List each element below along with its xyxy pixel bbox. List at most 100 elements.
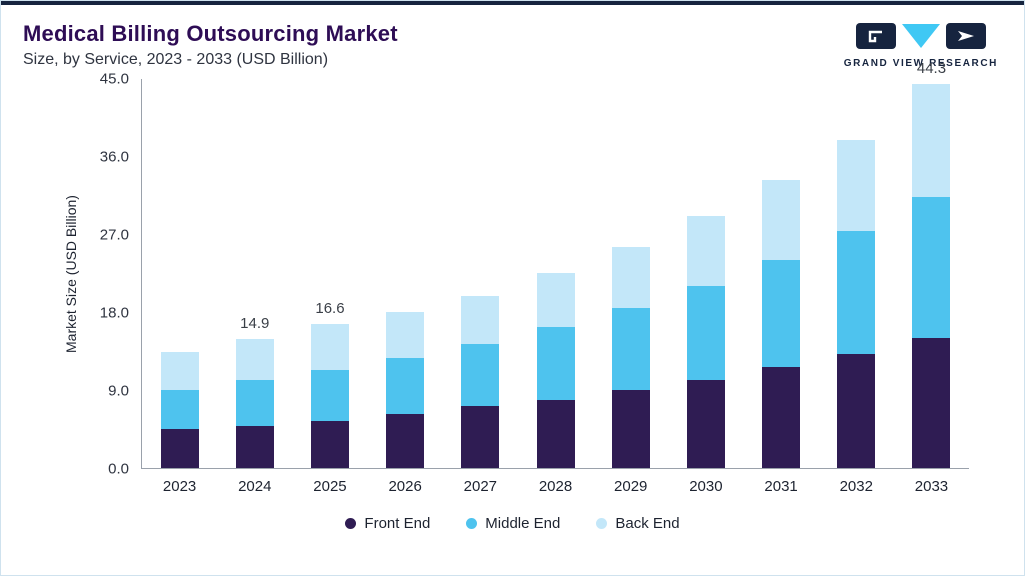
bar-segment-front-end xyxy=(912,338,951,468)
bar-segment-middle-end xyxy=(461,344,500,407)
bar-total-label: 44.3 xyxy=(916,60,947,78)
x-tick-label: 2023 xyxy=(162,478,197,495)
bar-segment-back-end xyxy=(912,84,951,197)
legend-dot-icon xyxy=(466,518,478,529)
legend-dot-icon xyxy=(345,518,357,529)
bar-column: 2023 xyxy=(142,79,217,495)
y-axis-title: Market Size (USD Billion) xyxy=(63,195,79,353)
title-block: Medical Billing Outsourcing Market Size,… xyxy=(23,21,398,69)
stacked-bar xyxy=(461,295,500,468)
bar-total-label: 14.9 xyxy=(240,314,270,332)
y-tick-label: 18.0 xyxy=(99,304,129,322)
bar-segment-front-end xyxy=(686,379,725,468)
bar-segment-front-end xyxy=(536,399,575,468)
bar-column: 14.9 2024 xyxy=(217,79,292,495)
bar-segment-back-end xyxy=(837,140,876,231)
stacked-bar xyxy=(160,351,199,468)
bar-column: 16.6 2025 xyxy=(292,79,367,495)
bar-segment-back-end xyxy=(762,180,801,261)
stacked-bar xyxy=(686,215,725,468)
bar-segment-middle-end xyxy=(611,307,650,390)
bars-container: 2023 14.9 2024 16.6 2025 2026 2027 2028 2029 2030… xyxy=(142,60,969,495)
bar-segment-back-end xyxy=(160,351,199,390)
bar-total-label: 16.6 xyxy=(315,300,345,318)
legend-item-middle-end: Middle End xyxy=(466,515,560,532)
stacked-bar xyxy=(611,247,650,468)
bar-segment-back-end xyxy=(686,215,725,287)
logo-square-left-icon xyxy=(855,23,896,54)
y-tick-label: 27.0 xyxy=(99,226,129,244)
y-tick-label: 36.0 xyxy=(99,148,129,166)
bar-segment-middle-end xyxy=(386,357,425,415)
top-accent-bar xyxy=(1,1,1024,5)
bar-segment-back-end xyxy=(536,273,575,327)
stacked-bar xyxy=(235,338,274,468)
chart-subtitle: Size, by Service, 2023 - 2033 (USD Billi… xyxy=(23,51,329,68)
bar-column: 2026 xyxy=(368,79,443,495)
stacked-bar xyxy=(837,140,876,468)
y-tick-label: 45.0 xyxy=(99,70,129,88)
bar-segment-front-end xyxy=(160,429,199,468)
stacked-bar xyxy=(762,180,801,468)
bar-segment-back-end xyxy=(386,312,425,358)
plot-area: 2023 14.9 2024 16.6 2025 2026 2027 2028 2029 2030… xyxy=(141,60,969,495)
x-tick-label: 2025 xyxy=(313,478,347,495)
x-tick-label: 2032 xyxy=(839,478,873,495)
bar-segment-front-end xyxy=(386,414,425,468)
x-tick-label: 2024 xyxy=(238,478,272,495)
bar-segment-middle-end xyxy=(686,286,725,380)
bar-column: 2028 xyxy=(518,79,593,495)
legend-dot-icon xyxy=(596,518,608,529)
bar-segment-front-end xyxy=(762,367,801,468)
legend-item-front-end: Front End xyxy=(345,515,430,532)
legend: Front End Middle End Back End xyxy=(1,515,1024,532)
logo-text: GRAND VIEW RESEARCH xyxy=(843,58,998,69)
bar-segment-middle-end xyxy=(837,230,876,354)
stacked-bar xyxy=(386,312,425,468)
bar-segment-middle-end xyxy=(310,370,349,422)
x-tick-label: 2028 xyxy=(538,478,573,495)
y-tick-label: 0.0 xyxy=(108,460,129,478)
bar-segment-back-end xyxy=(235,338,274,381)
bar-segment-front-end xyxy=(235,425,274,468)
x-tick-label: 2030 xyxy=(689,478,723,495)
logo-triangle-icon xyxy=(901,23,941,54)
bar-segment-front-end xyxy=(837,353,876,468)
bar-segment-middle-end xyxy=(160,390,199,429)
bar-segment-back-end xyxy=(461,295,500,345)
y-tick-label: 9.0 xyxy=(108,382,129,400)
stacked-bar xyxy=(912,84,951,468)
bar-column: 2031 xyxy=(744,79,819,495)
bar-column: 2027 xyxy=(443,79,518,495)
bar-segment-back-end xyxy=(611,247,650,308)
bar-segment-middle-end xyxy=(235,380,274,426)
bar-column: 2032 xyxy=(819,79,894,495)
chart: Market Size (USD Billion) 0.0 9.0 18.0 27.0… xyxy=(59,60,969,495)
page-title: Medical Billing Outsourcing Market xyxy=(23,21,398,46)
legend-item-back-end: Back End xyxy=(596,515,680,532)
bar-column: 44.3 2033 xyxy=(894,60,969,495)
stacked-bar xyxy=(536,273,575,468)
logo-square-right-icon xyxy=(945,23,986,54)
x-tick-label: 2029 xyxy=(614,478,648,495)
bar-segment-middle-end xyxy=(762,260,801,368)
legend-label: Back End xyxy=(615,515,680,532)
bar-segment-middle-end xyxy=(912,196,951,338)
bar-column: 2029 xyxy=(593,79,668,495)
bar-segment-front-end xyxy=(611,390,650,468)
x-tick-label: 2027 xyxy=(463,478,498,495)
legend-label: Front End xyxy=(364,515,431,532)
x-tick-label: 2026 xyxy=(388,478,422,495)
bar-segment-middle-end xyxy=(536,326,575,400)
bar-segment-front-end xyxy=(310,421,349,468)
x-tick-label: 2033 xyxy=(914,478,949,495)
legend-label: Middle End xyxy=(485,515,561,532)
x-tick-label: 2031 xyxy=(764,478,798,495)
bar-column: 2030 xyxy=(668,79,743,495)
logo-marks xyxy=(855,23,986,54)
bar-segment-back-end xyxy=(310,324,349,371)
y-axis-ticks: 0.0 9.0 18.0 27.0 36.0 45.0 xyxy=(83,71,141,478)
bar-segment-front-end xyxy=(461,406,500,468)
header: Medical Billing Outsourcing Market Size,… xyxy=(1,5,1024,69)
